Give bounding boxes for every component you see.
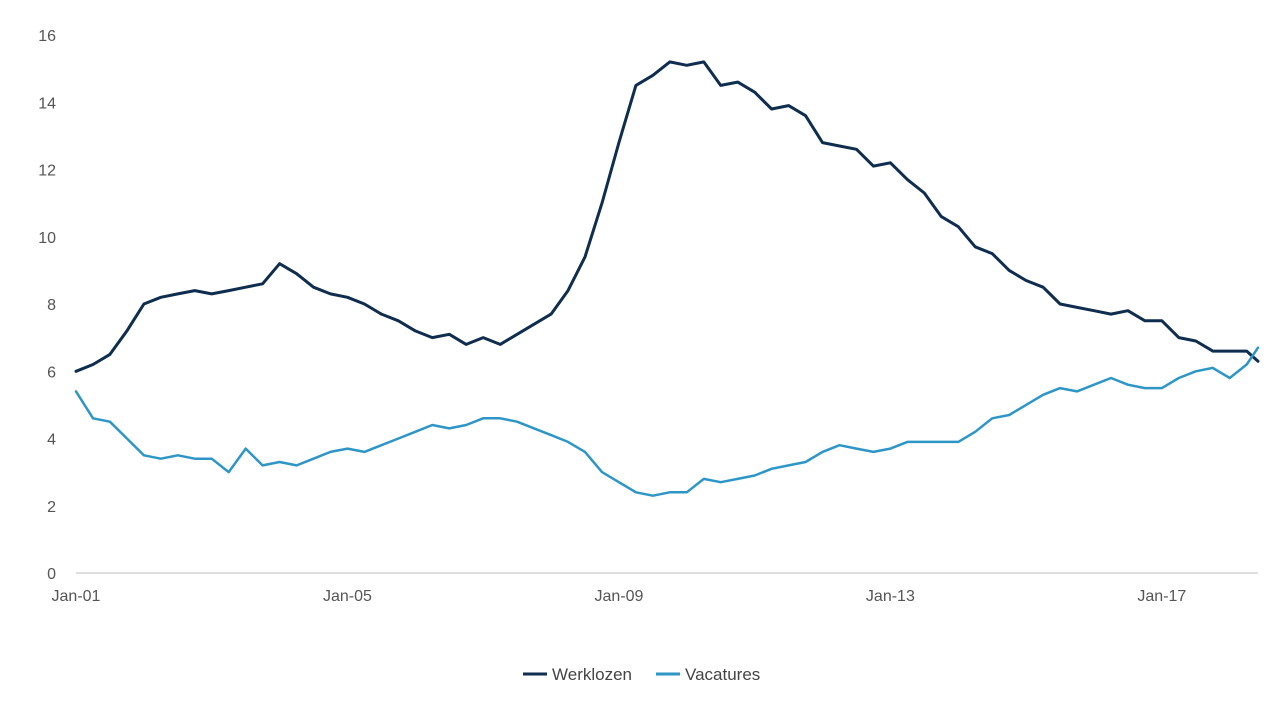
x-tick-label: Jan-09 xyxy=(594,588,643,605)
y-tick-label: 10 xyxy=(38,230,56,247)
y-tick-label: 16 xyxy=(38,28,56,45)
y-tick-label: 4 xyxy=(47,432,56,449)
series-line-werklozen xyxy=(74,60,1260,373)
series-layer xyxy=(74,60,1260,497)
legend-label-vacatures: Vacatures xyxy=(685,665,760,684)
y-tick-label: 6 xyxy=(47,364,56,381)
y-tick-label: 8 xyxy=(47,297,56,314)
x-tick-label: Jan-05 xyxy=(323,588,372,605)
y-tick-label: 0 xyxy=(47,566,56,583)
y-tick-label: 14 xyxy=(38,95,56,112)
x-tick-label: Jan-13 xyxy=(866,588,915,605)
y-axis-ticks: 0 2 4 6 8 10 12 14 16 xyxy=(38,28,56,583)
y-tick-label: 12 xyxy=(38,163,56,180)
x-axis-ticks: Jan-01 Jan-05 Jan-09 Jan-13 Jan-17 xyxy=(52,588,1187,605)
y-tick-label: 2 xyxy=(47,499,56,516)
x-tick-label: Jan-17 xyxy=(1137,588,1186,605)
x-tick-label: Jan-01 xyxy=(52,588,101,605)
legend: Werklozen Vacatures xyxy=(523,665,760,684)
series-line-vacatures xyxy=(74,346,1260,497)
legend-label-werklozen: Werklozen xyxy=(552,665,632,684)
